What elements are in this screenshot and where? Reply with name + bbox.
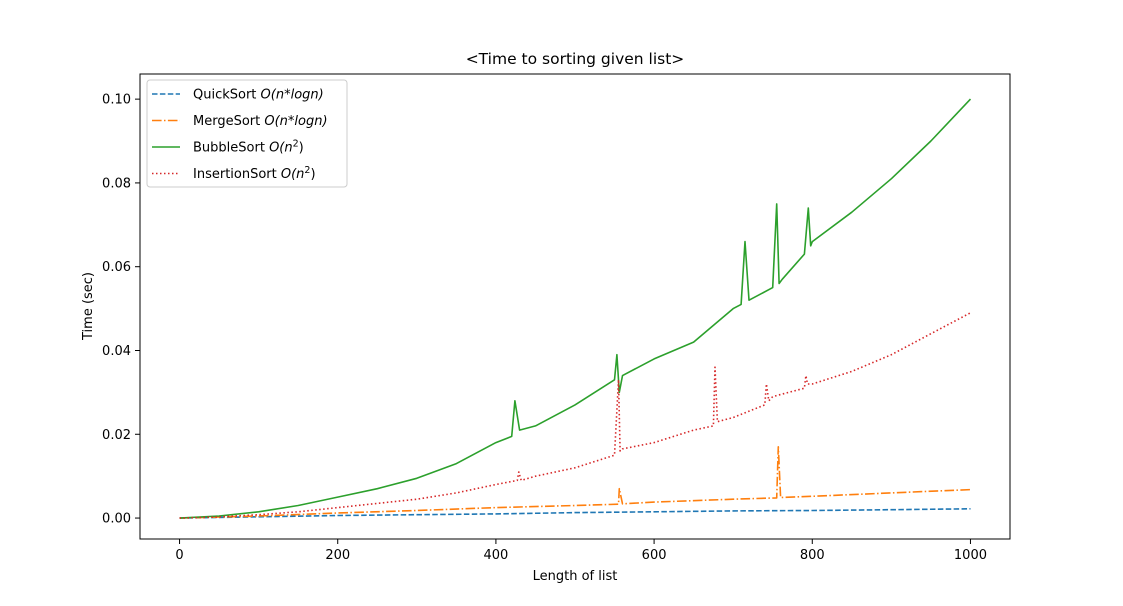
legend-label-math: O(n*logn) <box>261 88 324 103</box>
series-line-0 <box>179 508 971 519</box>
legend-label-math-end: ) <box>310 167 315 182</box>
legend-label-text: QuickSort <box>193 88 261 103</box>
legend-label-3: InsertionSort O(n2) <box>193 165 316 182</box>
legend-label-math: O(n <box>281 167 305 182</box>
y-tick-label: 0.00 <box>102 512 131 527</box>
x-axis-label: Length of list <box>533 569 618 584</box>
x-tick-label: 1000 <box>954 548 987 563</box>
legend-label-math-end: ) <box>299 141 304 156</box>
legend-label-exponent: 2 <box>304 165 310 176</box>
x-tick-label: 200 <box>325 548 350 563</box>
plot-series <box>179 98 972 519</box>
legend: QuickSort O(n*logn)MergeSort O(n*logn)Bu… <box>146 79 348 188</box>
legend-label-text: InsertionSort <box>193 167 281 182</box>
legend-label-math: O(n*logn) <box>264 114 327 129</box>
x-tick-label: 800 <box>800 548 825 563</box>
chart-title: <Time to sorting given list> <box>466 50 685 68</box>
legend-label-text: MergeSort <box>193 114 264 129</box>
y-tick-label: 0.04 <box>102 344 131 359</box>
x-tick-label: 0 <box>175 548 183 563</box>
legend-label-2: BubbleSort O(n2) <box>193 139 304 156</box>
x-tick-label: 600 <box>642 548 667 563</box>
y-tick-label: 0.10 <box>102 93 131 108</box>
y-axis-ticks: 0.00 0.02 0.04 0.06 0.08 0.10 <box>102 93 140 527</box>
y-tick-label: 0.02 <box>102 428 131 443</box>
legend-label-text: BubbleSort <box>193 141 269 156</box>
y-tick-label: 0.08 <box>102 176 131 191</box>
x-tick-label: 400 <box>483 548 508 563</box>
series-line-2 <box>179 98 972 519</box>
plot-frame <box>139 73 1011 540</box>
legend-box <box>146 79 348 188</box>
legend-label-0: QuickSort O(n*logn) <box>193 88 324 103</box>
series-line-1 <box>179 445 971 519</box>
series-line-3 <box>179 312 971 519</box>
legend-label-exponent: 2 <box>293 139 299 150</box>
x-axis-ticks: 0 200 400 600 800 1000 <box>175 539 987 563</box>
legend-label-math: O(n <box>269 141 293 156</box>
legend-label-1: MergeSort O(n*logn) <box>193 114 328 129</box>
y-axis-label: Time (sec) <box>81 272 96 341</box>
y-tick-label: 0.06 <box>102 260 131 275</box>
